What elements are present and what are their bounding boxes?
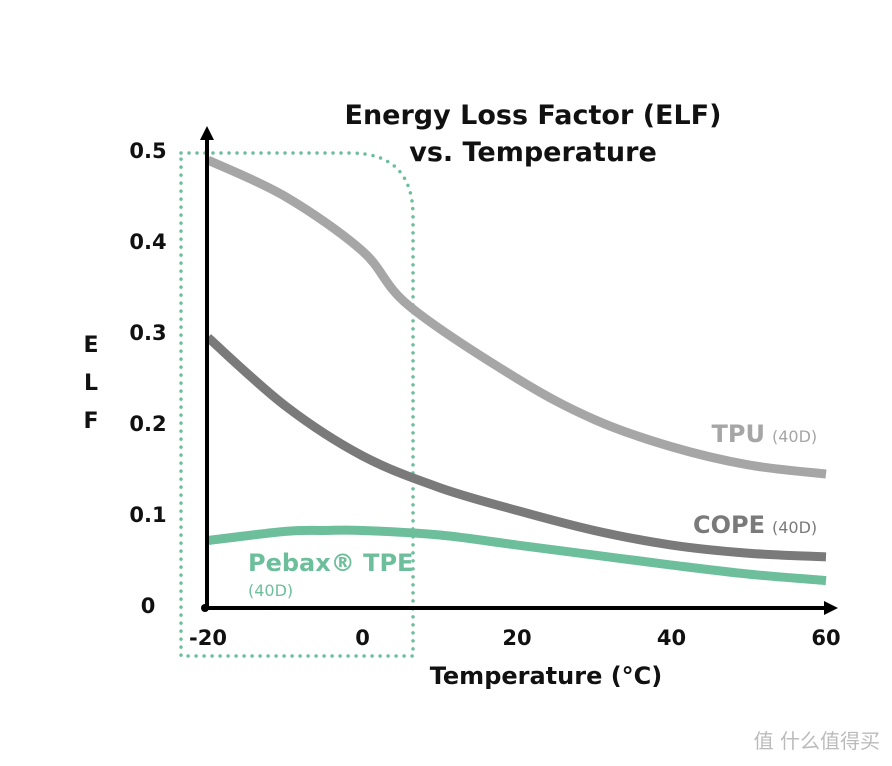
y-tick-label: 0.1 (129, 503, 166, 527)
y-axis-arrow (200, 126, 214, 140)
x-tick-label: 40 (657, 626, 686, 650)
x-axis-label: Temperature (°C) (430, 662, 663, 690)
series-label: COPE (693, 511, 765, 539)
series-grade: (40D) (772, 427, 817, 446)
watermark: 值 什么值得买 (754, 729, 880, 753)
chart-title-line2: vs. Temperature (409, 137, 657, 168)
chart-title-line1: Energy Loss Factor (ELF) (345, 100, 722, 131)
y-axis-label: ELF (83, 333, 98, 434)
x-axis-arrow (824, 601, 838, 615)
x-tick-label: 20 (502, 626, 531, 650)
series-line-0 (206, 156, 827, 479)
series-grade: (40D) (248, 581, 293, 600)
series-grade: (40D) (772, 518, 817, 537)
highlight-box (179, 151, 415, 658)
y-tick-label: 0.2 (129, 412, 166, 436)
y-tick-label: 0.3 (129, 321, 166, 345)
series-line-2 (207, 525, 827, 586)
y-axis-label-letter: L (84, 371, 98, 396)
origin-dot (201, 604, 209, 612)
y-axis-label-letter: E (83, 333, 98, 358)
y-tick-label: 0.4 (129, 230, 166, 254)
series-line-1 (205, 334, 827, 562)
series-label: TPU (712, 420, 765, 448)
series-label: Pebax® TPE (248, 549, 413, 577)
y-axis-label-letter: F (83, 409, 98, 434)
y-tick-label: 0 (141, 594, 156, 618)
x-tick-label: 0 (355, 626, 370, 650)
x-tick-label: 60 (811, 626, 840, 650)
y-tick-label: 0.5 (129, 139, 166, 163)
x-tick-label: -20 (189, 626, 227, 650)
